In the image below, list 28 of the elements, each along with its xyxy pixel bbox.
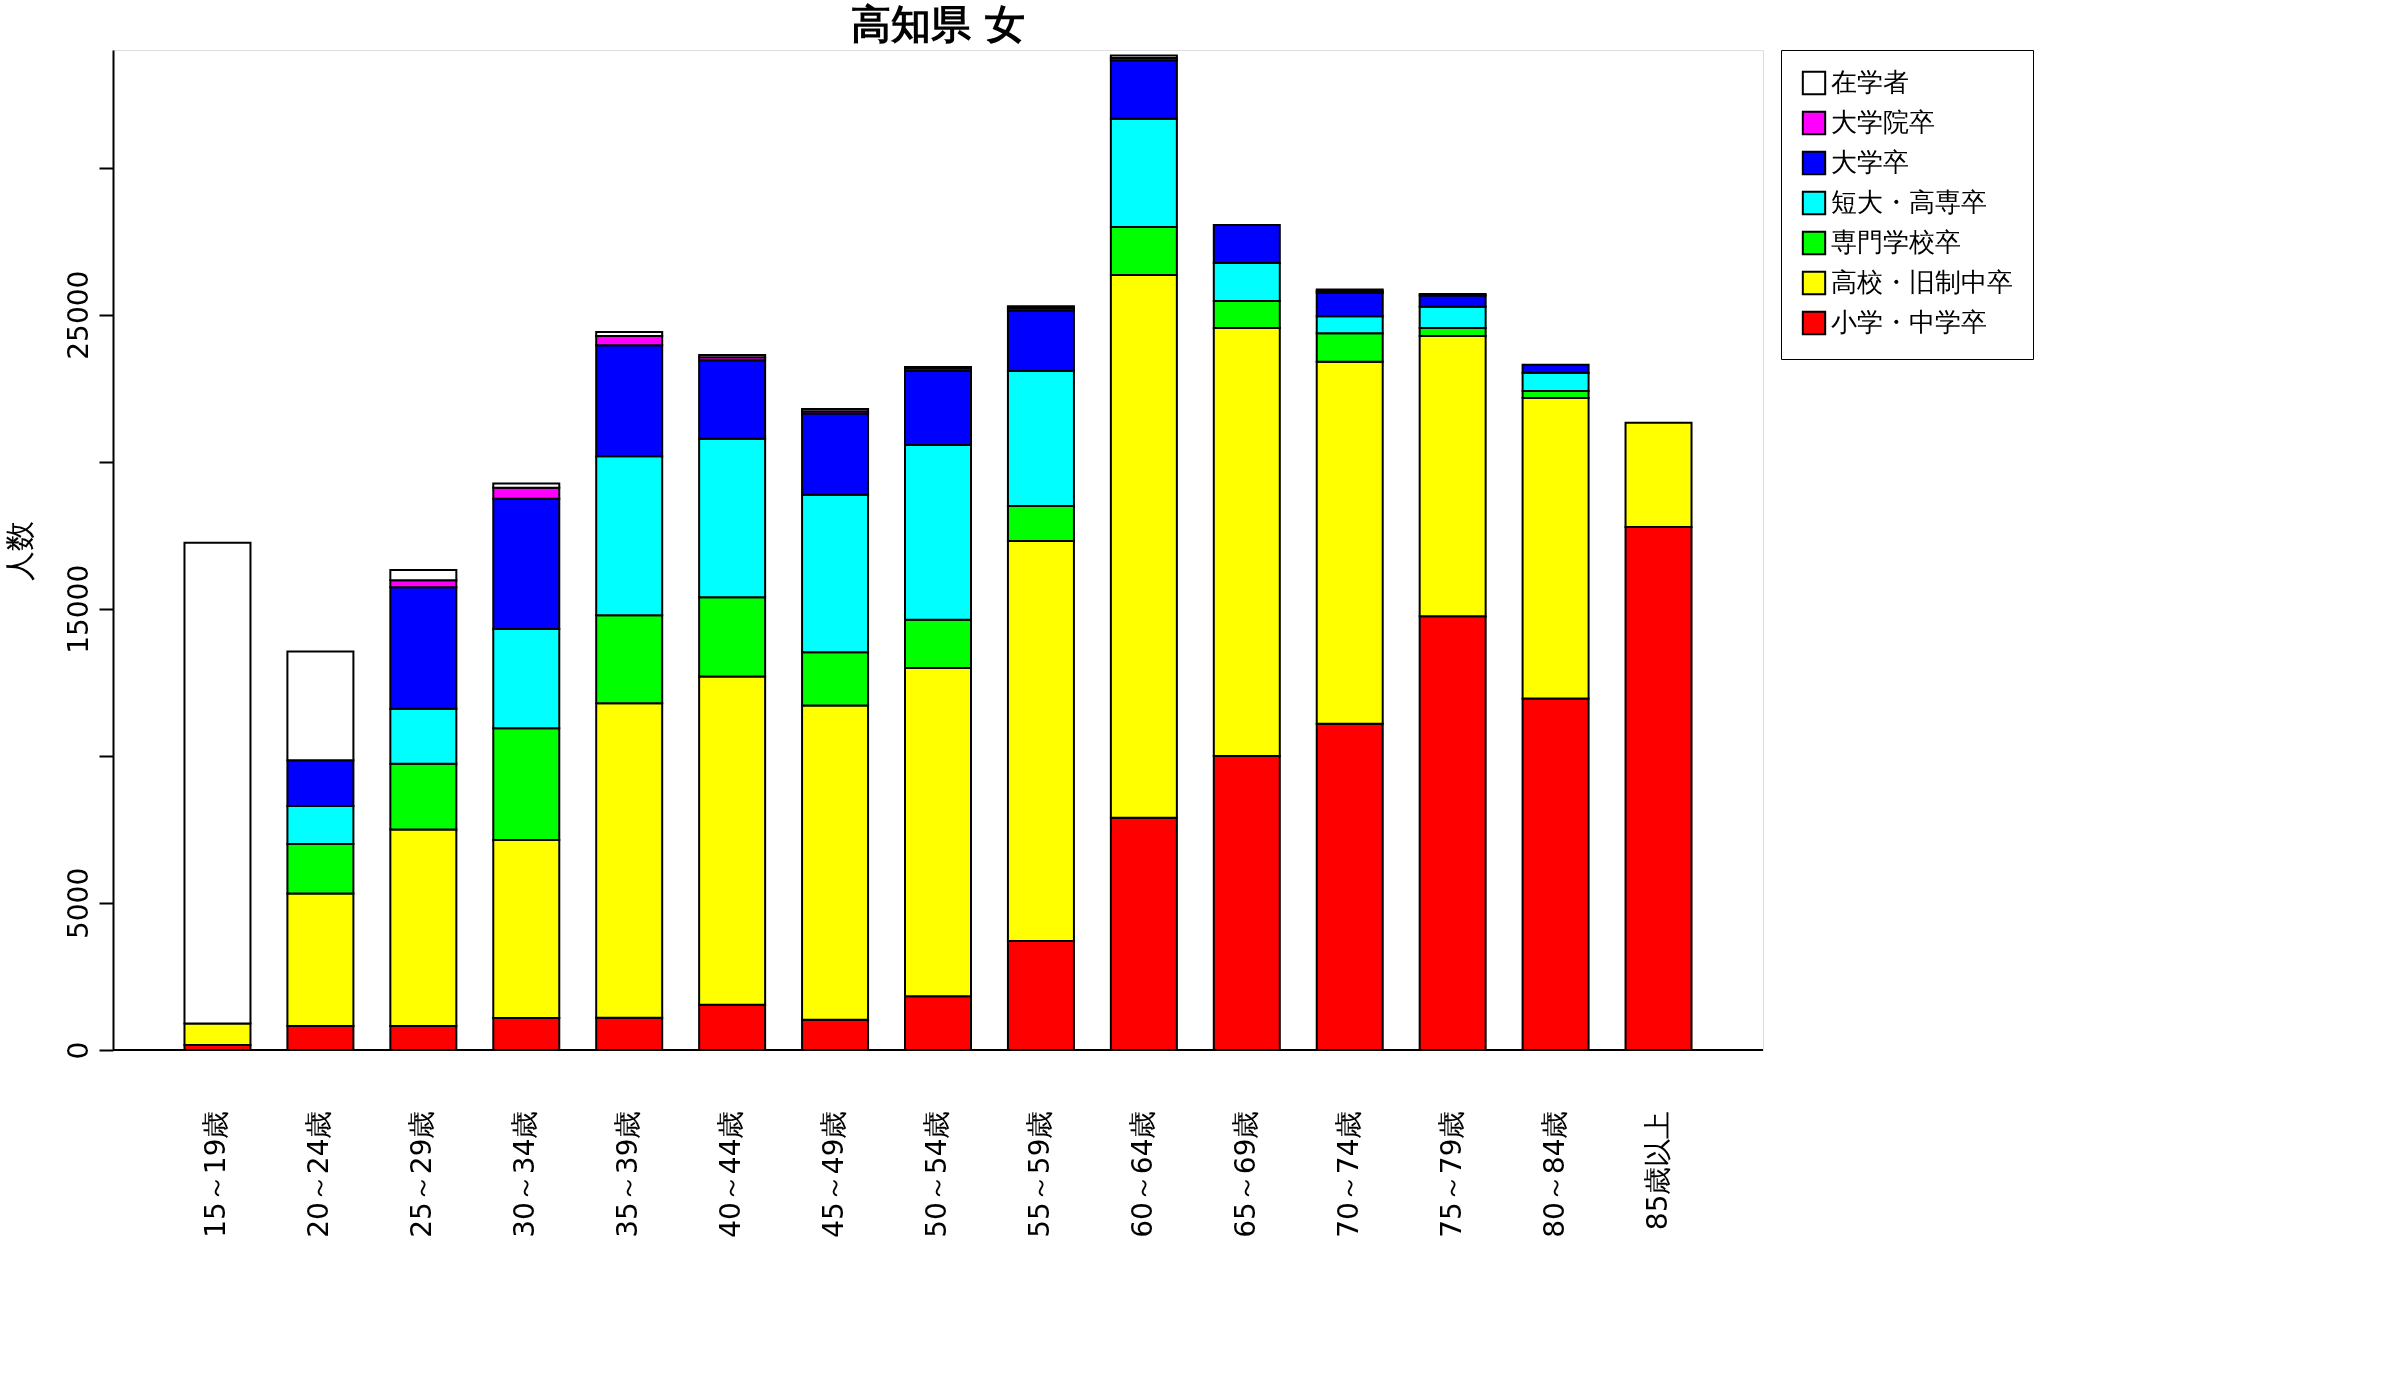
- x-tick-label: 85歳以上: [1640, 1110, 1674, 1231]
- y-tick-label: 0: [61, 1041, 95, 1060]
- legend-label: 専門学校卒: [1831, 227, 1961, 257]
- legend-label: 大学卒: [1831, 147, 1909, 177]
- legend-label: 高校・旧制中卒: [1831, 267, 2013, 297]
- legend-label: 小学・中学卒: [1831, 307, 1987, 337]
- y-tick-label: 25000: [61, 270, 95, 360]
- x-tick-label: 40～44歳: [714, 1110, 748, 1238]
- x-tick-label: 75～79歳: [1434, 1110, 1468, 1238]
- x-tick-label: 65～69歳: [1228, 1110, 1262, 1238]
- x-tick-label: 45～49歳: [817, 1110, 851, 1238]
- x-tick-label: 35～39歳: [611, 1110, 645, 1238]
- x-tick-label: 80～84歳: [1537, 1110, 1571, 1238]
- x-tick-label: 70～74歳: [1331, 1110, 1365, 1238]
- x-tick-label: 55～59歳: [1022, 1110, 1056, 1238]
- x-tick-label: 15～19歳: [199, 1110, 233, 1238]
- y-tick-label: 5000: [61, 867, 95, 940]
- legend-label: 在学者: [1831, 67, 1909, 97]
- y-axis-title: 人数: [1, 520, 37, 581]
- legend-label: 大学院卒: [1831, 107, 1935, 137]
- x-tick-label: 60～64歳: [1125, 1110, 1159, 1238]
- chart-title: 高知県 女: [851, 0, 1025, 47]
- x-tick-label: 30～34歳: [508, 1110, 542, 1238]
- x-tick-label: 20～24歳: [302, 1110, 336, 1238]
- x-tick-label: 25～29歳: [405, 1110, 439, 1238]
- y-tick-label: 15000: [61, 564, 95, 654]
- legend-label: 短大・高専卒: [1831, 187, 1987, 217]
- x-tick-label: 50～54歳: [920, 1110, 953, 1238]
